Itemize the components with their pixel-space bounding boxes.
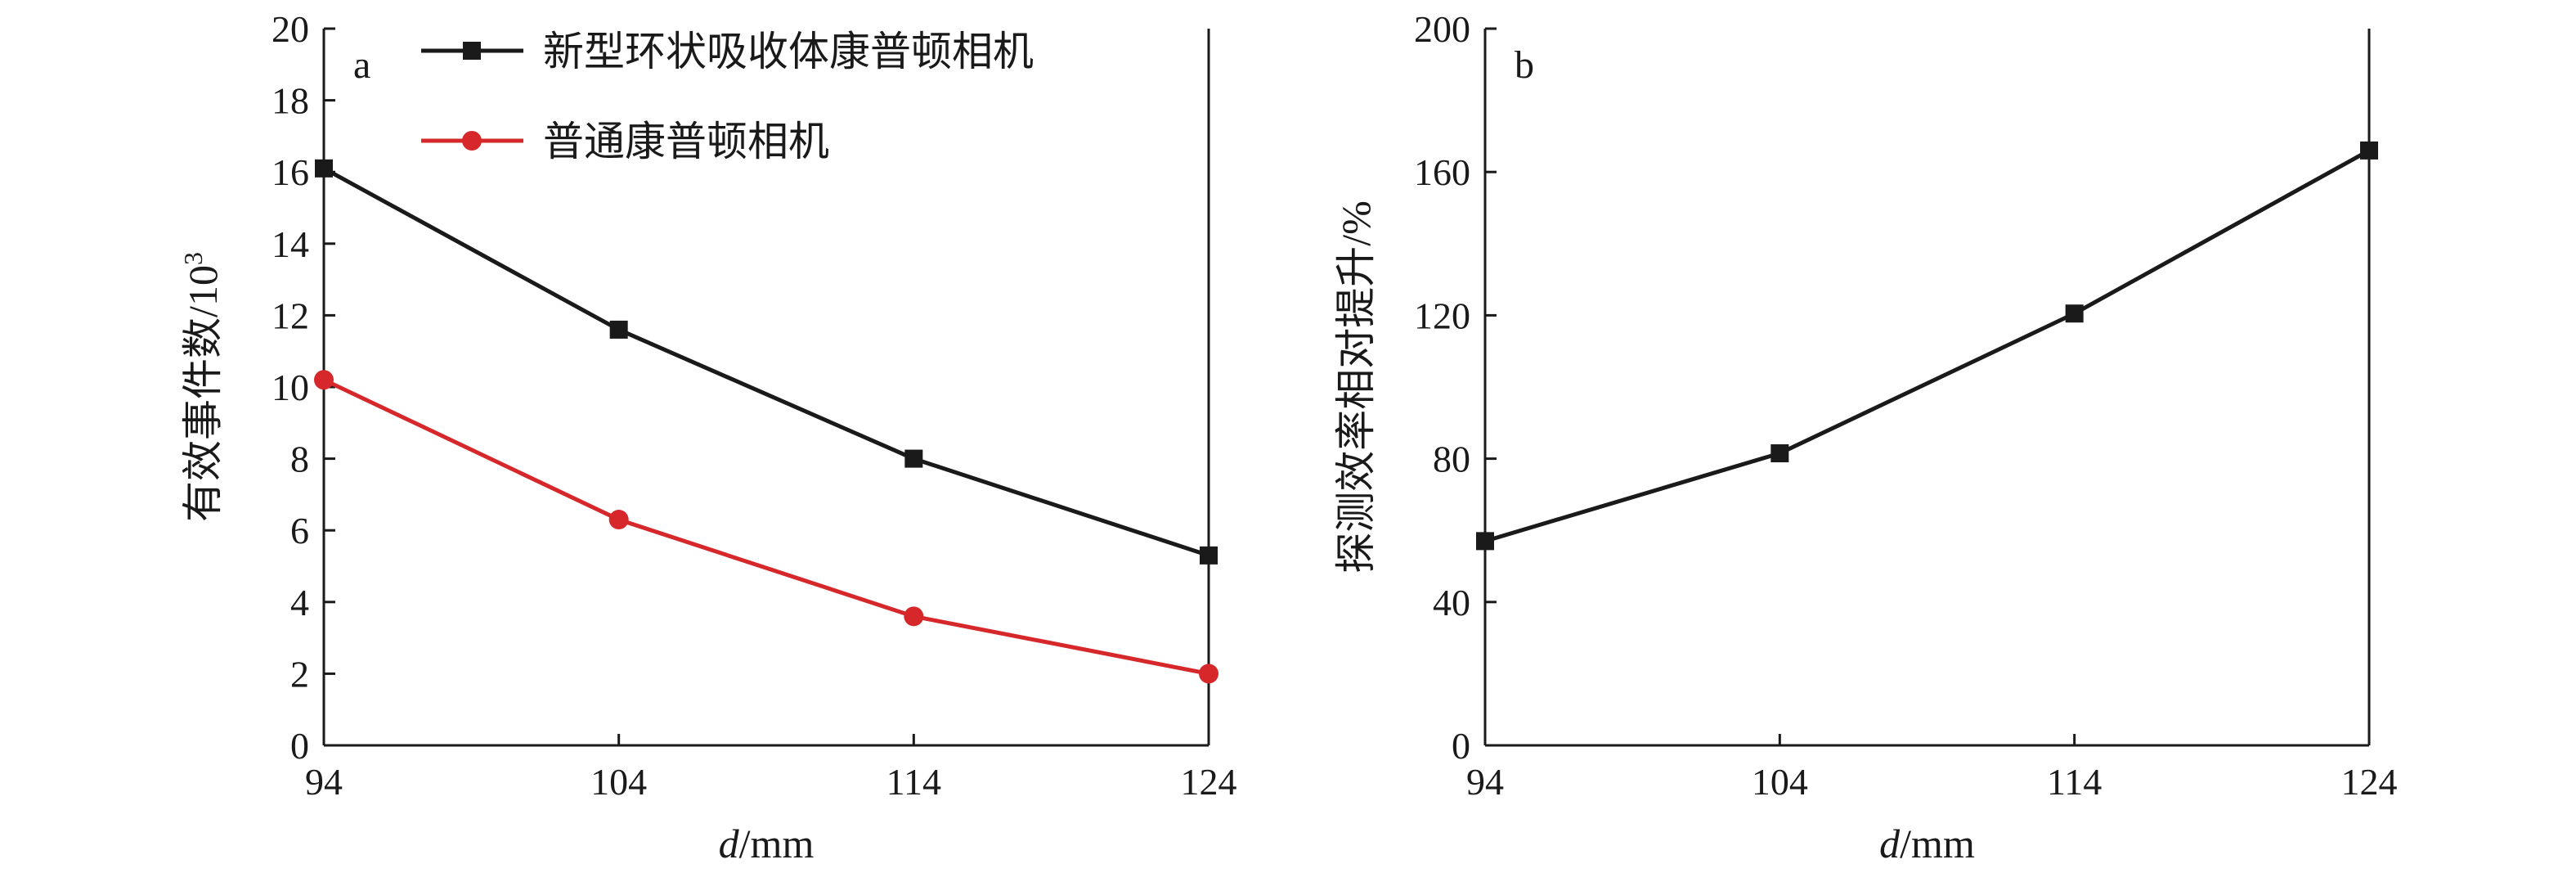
panel-a-panel-letter: a	[353, 43, 370, 87]
legend-marker-0	[463, 42, 481, 60]
panel-a-y-tick-label: 20	[272, 8, 309, 50]
panel-a-series-0-line	[322, 166, 1209, 558]
legend-label-1: 普通康普顿相机	[543, 119, 829, 164]
panel-b-x-tick-label: 104	[1752, 761, 1808, 803]
panel-b-series-0-line	[1484, 148, 2371, 543]
legend-marker-1	[462, 131, 482, 151]
panel-b-series-0-point	[2360, 141, 2378, 160]
panel-a-x-tick-label: 94	[305, 761, 343, 803]
panel-b-y-axis-label: 探测效率相对提升/%	[1333, 200, 1379, 574]
panel-a-y-tick-label: 10	[272, 367, 309, 408]
panel-b-x-tick-label: 114	[2047, 761, 2102, 803]
panel-b-x-axis-label: d/mm	[1879, 821, 1975, 866]
panel-b-y-tick-label: 200	[1414, 8, 1470, 50]
panel-b-panel-letter: b	[1515, 43, 1534, 87]
chart-panel-a: 0 2 4 6 8 10 12 14 16 18 20 94 104 114 124 a d/mm 有效事件数/1…	[178, 8, 1237, 866]
panel-b-series-0-point	[1770, 444, 1789, 463]
panel-b-x-axis-label-unit: /mm	[1900, 821, 1975, 866]
panel-a-y-axis-label: 有效事件数/103	[178, 252, 226, 522]
panel-a-series-1-line	[322, 377, 1209, 676]
panel-b-y-tick-label: 80	[1433, 439, 1470, 480]
panel-b-series-0-point	[2065, 304, 2084, 323]
panel-b-y-tick-label: 120	[1414, 295, 1470, 336]
panel-a-y-tick-label: 8	[290, 439, 309, 480]
panel-a-series-1-point	[314, 370, 334, 390]
panel-a-x-axis-label: d/mm	[719, 821, 815, 866]
panel-b-x-tick-label: 94	[1466, 761, 1504, 803]
panel-b-series-0-point	[1476, 532, 1494, 551]
panel-a-x-tick-label: 114	[886, 761, 941, 803]
panel-b-y-tick-label: 40	[1433, 582, 1470, 623]
panel-a-x-tick-label: 104	[590, 761, 647, 803]
panel-a-series-1-point	[608, 510, 629, 530]
panel-a-y-tick-label: 14	[272, 223, 309, 265]
panel-a-series-0-point	[609, 320, 628, 339]
panel-a-series-0-point	[315, 159, 333, 178]
panel-a-y-tick-label: 18	[272, 80, 309, 122]
panel-a-y-tick-label: 4	[290, 582, 309, 623]
panel-a-y-tick-label: 2	[290, 653, 309, 695]
panel-a-y-tick-label: 16	[272, 151, 309, 193]
panel-a-y-axis-label-sup: 3	[178, 252, 208, 265]
panel-a-y-tick-label: 6	[290, 510, 309, 551]
panel-b-x-axis-label-var: d	[1879, 821, 1901, 866]
panel-a-series-1-point	[904, 606, 924, 627]
panel-b-y-tick-label: 160	[1414, 151, 1470, 193]
chart-panel-b: 0 40 80 120 160 200 94 104 114 124 b d/mm 探测效率相对提升/%	[1333, 8, 2398, 866]
panel-b-x-tick-label: 124	[2341, 761, 2398, 803]
panel-b-y-tick-label: 0	[1452, 725, 1470, 767]
panel-a-series-0-point	[1200, 546, 1218, 565]
panel-a-series-0-point	[904, 449, 923, 468]
panel-a-y-tick-label: 0	[290, 725, 309, 767]
panel-a-x-axis-label-var: d	[719, 821, 740, 866]
panel-a-y-tick-label: 12	[272, 295, 309, 336]
legend-label-0: 新型环状吸收体康普顿相机	[543, 29, 1034, 74]
panel-b-y-axis-label-main: 探测效率相对提升/%	[1333, 200, 1379, 574]
panel-a-x-axis-label-unit: /mm	[739, 821, 815, 866]
panel-a-y-axis-label-main: 有效事件数/10	[180, 265, 226, 522]
panel-a-x-tick-label: 124	[1181, 761, 1237, 803]
panel-a-series-1-point	[1199, 664, 1218, 684]
